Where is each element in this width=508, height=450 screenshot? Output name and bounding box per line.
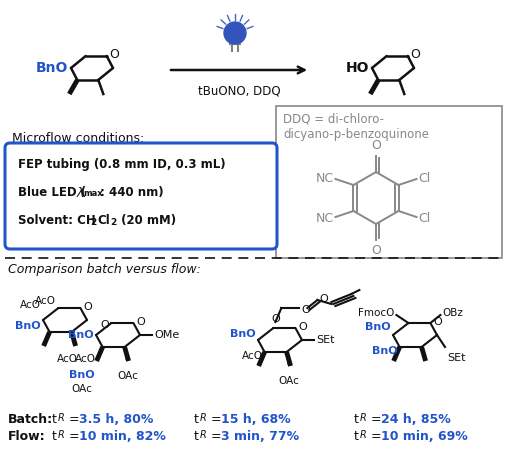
Text: AcO: AcO <box>242 351 263 361</box>
Text: 10 min, 82%: 10 min, 82% <box>79 430 166 443</box>
Text: Flow:: Flow: <box>8 430 46 443</box>
Text: R: R <box>200 413 207 423</box>
Text: tBuONO, DDQ: tBuONO, DDQ <box>198 84 280 97</box>
Text: Microflow conditions:: Microflow conditions: <box>12 132 144 145</box>
Text: 10 min, 69%: 10 min, 69% <box>381 430 468 443</box>
Text: BnO: BnO <box>230 329 256 339</box>
Text: OMe: OMe <box>154 330 179 340</box>
Text: AcO: AcO <box>75 354 96 364</box>
Text: =: = <box>207 413 226 426</box>
Text: : 440 nm): : 440 nm) <box>100 186 164 199</box>
Text: dicyano-p-benzoquinone: dicyano-p-benzoquinone <box>283 128 429 141</box>
Text: O: O <box>101 320 109 330</box>
Text: R: R <box>200 430 207 440</box>
Text: AcO: AcO <box>20 300 41 310</box>
Text: Cl: Cl <box>419 212 431 225</box>
Text: OBz: OBz <box>442 308 463 318</box>
Text: =: = <box>207 430 226 443</box>
Text: BnO: BnO <box>15 321 41 331</box>
Text: $\lambda$: $\lambda$ <box>76 186 85 200</box>
Text: =: = <box>367 430 386 443</box>
Text: Cl: Cl <box>97 214 110 227</box>
Text: FmocO: FmocO <box>358 308 394 318</box>
Text: FEP tubing (0.8 mm ID, 0.3 mL): FEP tubing (0.8 mm ID, 0.3 mL) <box>18 158 226 171</box>
Text: R: R <box>58 430 65 440</box>
Text: HO: HO <box>345 61 369 75</box>
Text: 2: 2 <box>90 218 96 227</box>
Text: (20 mM): (20 mM) <box>117 214 176 227</box>
Circle shape <box>224 22 246 44</box>
Text: O: O <box>301 305 310 315</box>
Text: OAc: OAc <box>71 384 92 394</box>
Text: Cl: Cl <box>419 171 431 184</box>
Text: O: O <box>271 314 280 324</box>
Text: 3 min, 77%: 3 min, 77% <box>221 430 299 443</box>
Text: R: R <box>58 413 65 423</box>
Text: OAc: OAc <box>117 371 138 381</box>
Text: 2: 2 <box>110 218 116 227</box>
Text: Solvent: CH: Solvent: CH <box>18 214 96 227</box>
Text: Comparison batch versus flow:: Comparison batch versus flow: <box>8 263 201 276</box>
Text: t: t <box>354 430 359 443</box>
Text: =: = <box>367 413 386 426</box>
Text: AcO: AcO <box>36 296 56 306</box>
Text: t: t <box>52 413 57 426</box>
Text: Blue LED (: Blue LED ( <box>18 186 86 199</box>
Text: OAc: OAc <box>278 376 299 386</box>
Text: SEt: SEt <box>316 335 334 345</box>
Text: t: t <box>52 430 57 443</box>
Text: t: t <box>354 413 359 426</box>
Text: 3.5 h, 80%: 3.5 h, 80% <box>79 413 153 426</box>
FancyBboxPatch shape <box>5 143 277 249</box>
Text: Batch:: Batch: <box>8 413 53 426</box>
Text: AcO: AcO <box>57 354 78 364</box>
Text: t: t <box>194 413 199 426</box>
Text: BnO: BnO <box>69 330 94 340</box>
Text: O: O <box>320 294 328 304</box>
Text: O: O <box>137 317 145 327</box>
Text: R: R <box>360 413 367 423</box>
Text: O: O <box>371 244 381 257</box>
Text: t: t <box>194 430 199 443</box>
Text: BnO: BnO <box>69 370 94 380</box>
Text: =: = <box>65 413 84 426</box>
Text: =: = <box>65 430 84 443</box>
Text: SEt: SEt <box>447 353 465 363</box>
Text: BnO: BnO <box>36 61 68 75</box>
Text: 24 h, 85%: 24 h, 85% <box>381 413 451 426</box>
Text: O: O <box>109 48 119 60</box>
Text: NC: NC <box>315 212 333 225</box>
Text: O: O <box>410 48 420 60</box>
Text: O: O <box>434 317 442 327</box>
Text: BnO: BnO <box>365 322 391 332</box>
Text: O: O <box>299 322 307 332</box>
Text: BnO: BnO <box>372 346 398 356</box>
FancyBboxPatch shape <box>276 106 502 258</box>
Text: DDQ = di-chloro-: DDQ = di-chloro- <box>283 113 384 126</box>
Text: NC: NC <box>315 171 333 184</box>
Text: max: max <box>83 189 103 198</box>
Text: O: O <box>371 139 381 152</box>
Text: O: O <box>84 302 92 312</box>
Text: 15 h, 68%: 15 h, 68% <box>221 413 291 426</box>
Text: R: R <box>360 430 367 440</box>
